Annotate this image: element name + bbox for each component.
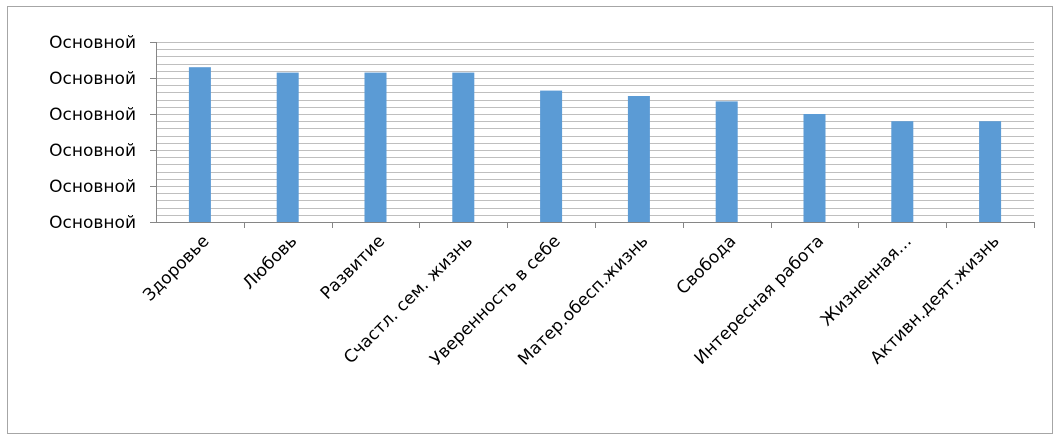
bar xyxy=(803,114,826,222)
y-axis-labels: Основной Основной Основной Основной Основной… xyxy=(49,33,136,233)
bar xyxy=(540,90,563,222)
bars xyxy=(188,67,1002,222)
y-tick-label: Основной xyxy=(49,33,136,53)
y-tick-label: Основной xyxy=(49,141,136,161)
bar xyxy=(715,101,738,222)
bar xyxy=(627,96,650,222)
x-category-label: Жизненная… xyxy=(817,231,916,330)
y-tick-label: Основной xyxy=(49,69,136,89)
x-category-label: Развитие xyxy=(317,231,389,303)
bar xyxy=(276,72,299,222)
x-category-label: Здоровье xyxy=(139,231,213,305)
chart-area xyxy=(7,6,1053,434)
y-tick-label: Основной xyxy=(49,213,136,233)
bar xyxy=(188,67,211,222)
y-tick-label: Основной xyxy=(49,177,136,197)
x-category-label: Свобода xyxy=(673,231,740,298)
x-category-label: Любовь xyxy=(239,231,301,293)
bar xyxy=(891,121,914,222)
bar xyxy=(452,72,475,222)
axes xyxy=(150,42,1035,228)
y-tick-label: Основной xyxy=(49,105,136,125)
bar xyxy=(364,72,387,222)
bar xyxy=(979,121,1002,222)
